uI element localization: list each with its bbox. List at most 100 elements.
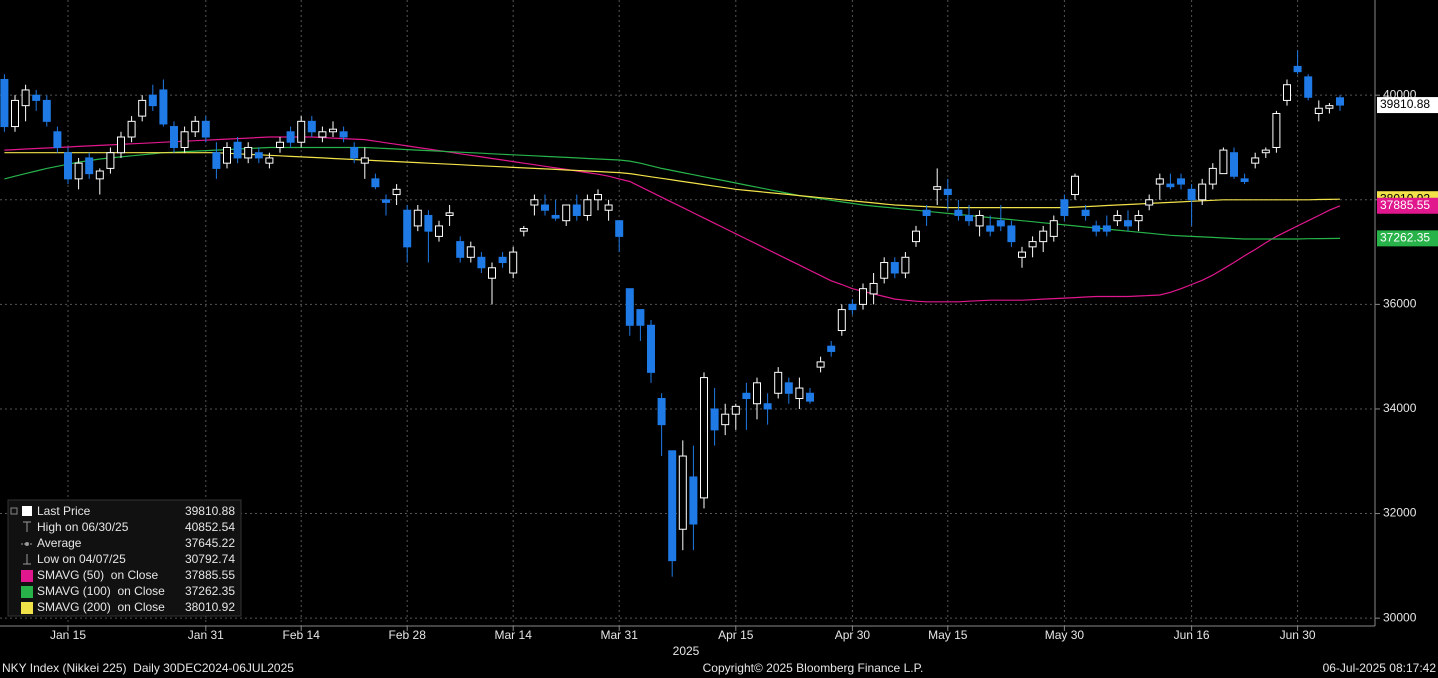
candle-body bbox=[753, 382, 761, 405]
candle-body bbox=[371, 178, 380, 188]
candle-body bbox=[148, 94, 157, 107]
candle-body bbox=[1208, 167, 1217, 185]
legend-value: 30792.74 bbox=[185, 552, 235, 566]
candle-body bbox=[657, 398, 666, 426]
candle-body bbox=[848, 303, 857, 311]
price-badge bbox=[1377, 97, 1438, 114]
candle-body bbox=[191, 120, 200, 133]
legend-swatch bbox=[21, 570, 33, 582]
legend-collapse bbox=[10, 507, 18, 515]
candle-body bbox=[445, 212, 454, 216]
candle-body bbox=[774, 371, 783, 394]
legend-swatch bbox=[21, 586, 33, 598]
x-tick-label: Mar 31 bbox=[601, 628, 639, 642]
candle-body bbox=[1230, 152, 1238, 177]
candle-body bbox=[329, 128, 337, 133]
candle-body bbox=[710, 408, 719, 431]
candle-body bbox=[1219, 149, 1228, 175]
legend: Last Price 39810.88 High on 06/30/25 408… bbox=[7, 499, 242, 617]
candle-body bbox=[466, 246, 475, 258]
candle-body bbox=[11, 99, 19, 128]
candle-body bbox=[1113, 214, 1122, 222]
candle-body bbox=[784, 382, 793, 394]
x-tick-label: Jun 16 bbox=[1174, 628, 1210, 642]
candle-body bbox=[1198, 183, 1207, 201]
legend-value: 37645.22 bbox=[185, 536, 235, 550]
candle-body bbox=[1028, 241, 1037, 248]
candle-body bbox=[647, 324, 655, 373]
candle-body bbox=[74, 162, 83, 180]
candle-body bbox=[837, 309, 846, 332]
x-tick-label: Apr 15 bbox=[718, 628, 754, 642]
candle-body bbox=[0, 78, 9, 128]
candle-body bbox=[986, 225, 995, 232]
legend-swatch bbox=[21, 602, 33, 614]
candle-body bbox=[954, 209, 963, 216]
candle-body bbox=[1336, 97, 1344, 106]
candle-body bbox=[721, 413, 730, 426]
candle-body bbox=[1261, 149, 1270, 154]
legend-value: 40852.54 bbox=[185, 520, 235, 534]
candle-body bbox=[307, 120, 316, 133]
candle-body bbox=[594, 194, 602, 201]
candle-body bbox=[127, 120, 136, 138]
axis-labels: 300003200034000360003800040000Jan 15Jan … bbox=[50, 87, 1438, 642]
legend-label: Average bbox=[37, 536, 82, 550]
candle-body bbox=[32, 94, 41, 101]
candle-body bbox=[816, 361, 825, 368]
legend-box bbox=[7, 499, 242, 617]
x-tick-label: Feb 28 bbox=[389, 628, 427, 642]
candle-body bbox=[742, 392, 751, 400]
candle-body bbox=[1177, 178, 1185, 185]
x-axis-label: 2025 bbox=[673, 644, 700, 658]
legend-label: Low on 04/07/25 bbox=[37, 552, 126, 566]
legend-series: SMAVG (50) on Close 37885.55 SMAVG (100) o… bbox=[21, 568, 235, 614]
candle-body bbox=[350, 146, 359, 159]
candle-body bbox=[1081, 209, 1090, 216]
candle-body bbox=[943, 188, 952, 196]
candle-body bbox=[1240, 178, 1249, 182]
candle-body bbox=[488, 267, 496, 279]
legend-icon bbox=[23, 521, 31, 532]
candle-body bbox=[975, 214, 984, 227]
x-tick-label: Jan 31 bbox=[188, 628, 224, 642]
candle-body bbox=[678, 455, 687, 530]
price-badge bbox=[1377, 197, 1438, 214]
candle-body bbox=[1272, 112, 1281, 148]
candle-body bbox=[763, 403, 772, 410]
x-tick-label: Mar 14 bbox=[495, 628, 533, 642]
legend-value: 37262.35 bbox=[185, 584, 235, 598]
candle-body bbox=[625, 288, 634, 326]
candle-body bbox=[95, 170, 104, 180]
candle-body bbox=[64, 152, 72, 180]
candle-body bbox=[1018, 251, 1026, 258]
candle-body bbox=[1102, 225, 1111, 232]
candle-body bbox=[339, 131, 348, 138]
legend-label: SMAVG (200) on Close bbox=[37, 600, 165, 614]
candle-body bbox=[1304, 76, 1313, 98]
y-tick-label: 34000 bbox=[1383, 401, 1417, 415]
candle-body bbox=[689, 476, 698, 525]
candle-body bbox=[212, 152, 221, 169]
candle-body bbox=[795, 387, 804, 400]
candle-body bbox=[1293, 65, 1302, 73]
candle-body bbox=[1092, 225, 1101, 232]
candle-body bbox=[1060, 199, 1069, 216]
candle-body bbox=[159, 89, 168, 125]
candle-body bbox=[668, 450, 677, 562]
candle-body bbox=[403, 209, 412, 248]
candle-body bbox=[551, 214, 560, 219]
candle-body bbox=[360, 157, 369, 164]
candle-body bbox=[498, 256, 507, 264]
price-badge bbox=[1377, 230, 1438, 247]
candle-body bbox=[106, 152, 115, 169]
candle-body bbox=[254, 152, 263, 159]
candle-body bbox=[1251, 157, 1260, 164]
candle-body bbox=[827, 345, 836, 352]
plot bbox=[0, 50, 1344, 577]
candle-body bbox=[233, 141, 242, 159]
candle-body bbox=[901, 256, 910, 274]
candle-body bbox=[85, 157, 94, 175]
candle-body bbox=[1155, 178, 1164, 185]
candle-body bbox=[636, 309, 645, 326]
